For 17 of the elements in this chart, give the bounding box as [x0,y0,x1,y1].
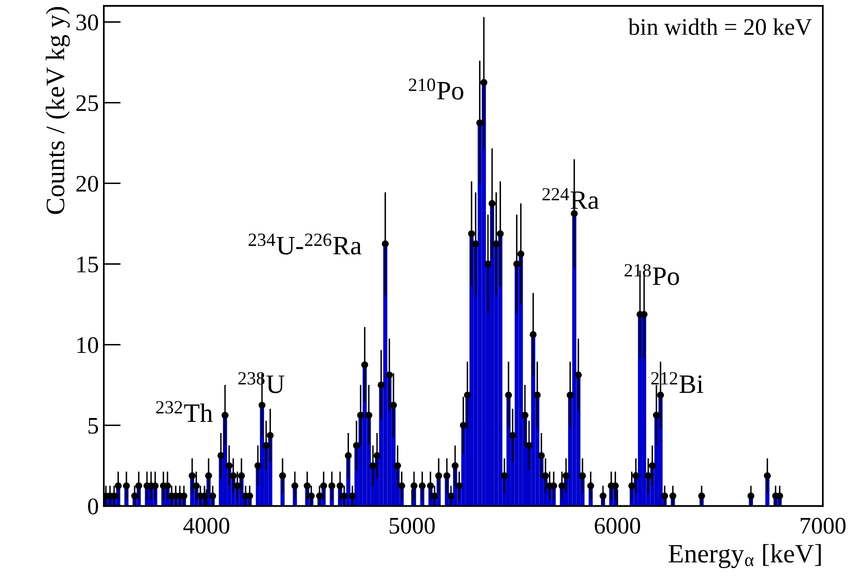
y-tick-label: 0 [88,498,98,514]
y-tick-label: 10 [77,337,98,354]
y-tick-label: 30 [76,14,98,30]
annotation: $^{232}$Th [156,401,213,422]
x-tick-label: 6000 [594,518,640,534]
x-tick-label: 4000 [183,518,230,534]
y-axis-title: Counts / (keV kg y) [46,7,70,214]
y-tick-label: 25 [76,95,98,112]
y-tick-label: 15 [77,256,98,272]
y-tick-label: 5 [88,418,98,434]
x-tick-label: 7000 [800,518,846,534]
annotation: bin width = 20 keV [628,18,812,36]
annotation: $^{210}$Po [408,78,464,100]
x-tick-label: 5000 [390,518,435,534]
y-tick-label: 20 [76,176,98,192]
annotation: $^{234}$U-$^{226}$Ra [248,234,362,255]
x-axis-title: Energy$_{α}$ [keV] [668,544,821,568]
